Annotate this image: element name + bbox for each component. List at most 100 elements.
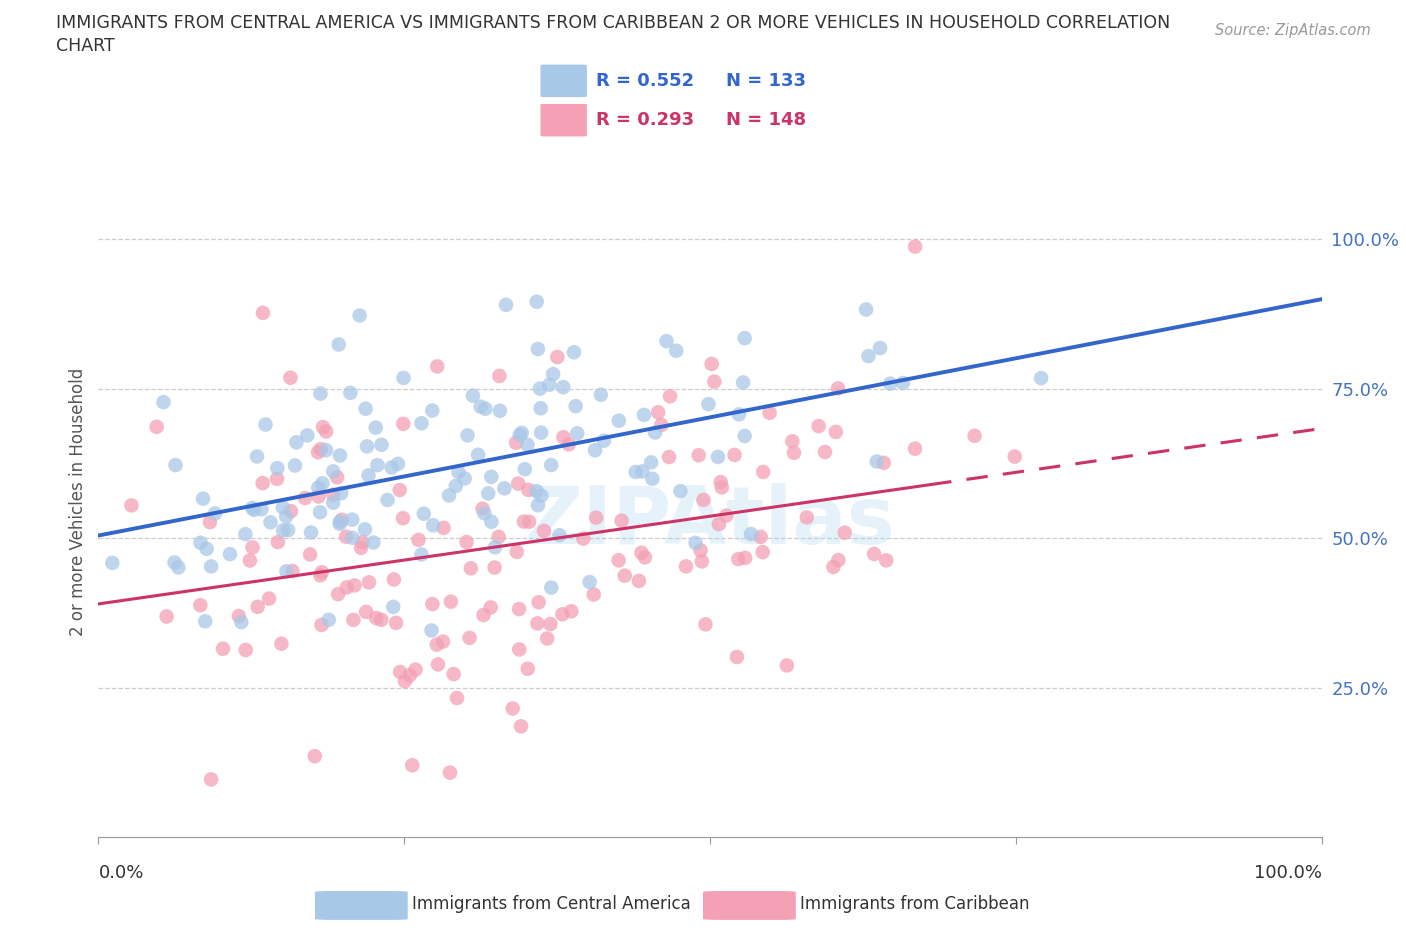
Point <box>533 524 555 538</box>
Point <box>583 443 606 458</box>
Point <box>472 607 495 622</box>
Point <box>593 433 616 448</box>
Text: ZIPAtlas: ZIPAtlas <box>524 484 896 562</box>
Point <box>723 447 745 462</box>
Point <box>342 530 364 545</box>
Point <box>530 401 553 416</box>
Point <box>873 456 896 471</box>
Point <box>385 616 408 631</box>
Point <box>246 599 269 614</box>
Point <box>350 540 373 555</box>
Point <box>432 521 454 536</box>
Point <box>505 435 527 450</box>
Point <box>467 447 489 462</box>
Point <box>530 488 553 503</box>
Point <box>200 772 222 787</box>
Point <box>567 426 589 441</box>
Point <box>426 359 449 374</box>
Point <box>484 560 506 575</box>
Point <box>631 464 654 479</box>
Point <box>270 636 292 651</box>
Point <box>814 445 837 459</box>
Point <box>560 604 582 618</box>
Point <box>875 553 897 568</box>
Point <box>479 470 502 485</box>
Point <box>437 488 460 503</box>
Point <box>309 442 332 457</box>
Point <box>582 587 605 602</box>
Point <box>526 294 548 309</box>
Point <box>440 594 463 609</box>
Point <box>212 642 235 657</box>
Point <box>412 506 434 521</box>
Point <box>477 486 499 501</box>
Point <box>557 437 579 452</box>
Point <box>315 443 337 458</box>
Point <box>309 386 332 401</box>
Point <box>377 493 399 508</box>
Point <box>685 536 707 551</box>
Point <box>188 598 211 613</box>
Point <box>807 418 830 433</box>
Point <box>610 513 633 528</box>
Point <box>309 568 332 583</box>
Point <box>204 506 226 521</box>
Point <box>734 551 756 565</box>
Text: N = 148: N = 148 <box>725 112 806 129</box>
Point <box>733 375 755 390</box>
Point <box>243 502 266 517</box>
Point <box>363 535 385 550</box>
Point <box>228 608 250 623</box>
Point <box>447 464 470 479</box>
Point <box>458 631 481 645</box>
Point <box>863 547 886 562</box>
Point <box>508 476 530 491</box>
Point <box>517 514 540 529</box>
Point <box>280 504 302 519</box>
Point <box>527 498 550 512</box>
Point <box>309 505 332 520</box>
Point <box>420 403 443 418</box>
Point <box>488 529 510 544</box>
Point <box>156 609 179 624</box>
Point <box>336 580 359 595</box>
Point <box>271 523 294 538</box>
Point <box>444 479 467 494</box>
Point <box>285 435 308 450</box>
Text: N = 133: N = 133 <box>725 72 806 90</box>
Point <box>647 405 669 419</box>
Point <box>284 458 307 473</box>
Point <box>658 449 681 464</box>
Point <box>506 544 529 559</box>
Point <box>562 345 585 360</box>
Point <box>510 425 533 440</box>
Point <box>634 550 657 565</box>
Point <box>259 515 281 530</box>
Point <box>422 518 444 533</box>
Point <box>527 341 550 356</box>
Text: Immigrants from Caribbean: Immigrants from Caribbean <box>800 896 1029 913</box>
Point <box>408 532 430 547</box>
Text: Immigrants from Central America: Immigrants from Central America <box>412 896 690 913</box>
Point <box>312 419 335 434</box>
FancyBboxPatch shape <box>540 64 586 97</box>
Point <box>655 334 678 349</box>
Point <box>281 564 304 578</box>
Point <box>688 448 710 463</box>
Point <box>1031 371 1053 386</box>
Point <box>551 606 574 621</box>
Point <box>553 430 575 445</box>
Point <box>195 541 218 556</box>
Point <box>329 516 352 531</box>
Point <box>481 514 503 529</box>
Point <box>352 535 374 550</box>
Point <box>782 434 804 449</box>
Point <box>589 387 612 402</box>
Point <box>516 661 538 676</box>
Point <box>191 491 214 506</box>
Point <box>101 555 124 570</box>
Point <box>526 616 548 631</box>
Point <box>257 591 280 606</box>
Point <box>776 658 799 673</box>
Point <box>392 417 415 432</box>
